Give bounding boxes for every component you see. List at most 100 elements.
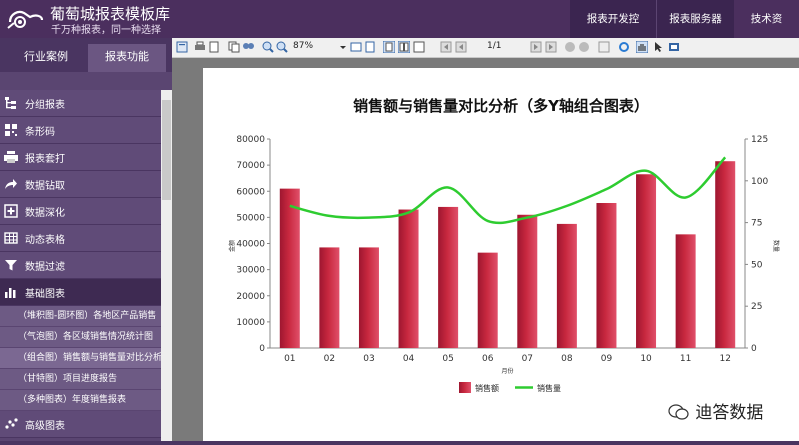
y2-tick-label: 100 [751, 177, 768, 187]
bar [398, 209, 419, 348]
sidebar-item-label: 分组报表 [25, 99, 65, 111]
bar [556, 223, 577, 348]
sidebar: 行业案例 报表功能 分组报表 条形码 报表套打 数据钻取 数据深化 动态表格 [0, 38, 172, 441]
sidebar-subitem-combo[interactable]: （组合图）销售额与销售量对比分析 [0, 348, 161, 369]
refresh-icon[interactable] [618, 41, 630, 53]
chevron-down-icon[interactable] [337, 41, 349, 53]
fit-page-icon[interactable] [364, 41, 376, 53]
page-indicator[interactable]: 1/1 [487, 41, 502, 51]
app-header: 葡萄城报表模板库 千万种报表，同一种选择 报表开发控件 报表服务器 技术资料 [0, 0, 799, 63]
app-subtitle: 千万种报表，同一种选择 [51, 25, 161, 36]
x-tick-label: 09 [601, 354, 613, 364]
legend-label-sales-amount: 销售额 [475, 383, 499, 393]
nav-dev-controls[interactable]: 报表开发控件 [570, 0, 656, 63]
document-map-icon[interactable] [176, 41, 188, 53]
sidebar-subitem-bubble[interactable]: （气泡图）各区域销售情况统计图 [0, 327, 161, 348]
bar [675, 234, 696, 348]
sidebar-item-label: 数据钻取 [25, 180, 65, 192]
pan-hand-icon[interactable] [636, 41, 648, 53]
bar [358, 247, 379, 348]
sidebar-item-basic-charts[interactable]: 基础图表 [0, 279, 161, 306]
sidebar-tabs: 行业案例 报表功能 [0, 38, 172, 72]
y-tick-label: 30000 [236, 266, 265, 276]
tree-icon [5, 97, 16, 109]
series-line-sales-volume [289, 156, 727, 225]
printer-icon [4, 151, 18, 163]
y-tick-label: 60000 [236, 187, 265, 197]
wechat-icon [668, 404, 689, 420]
back-icon[interactable] [564, 41, 576, 53]
sidebar-item-label: 数据过滤 [25, 261, 65, 273]
nav-tech-docs[interactable]: 技术资料 [734, 0, 799, 63]
y-tick-label: 40000 [236, 240, 265, 250]
forward-icon[interactable] [578, 41, 590, 53]
x-tick-label: 03 [363, 354, 374, 364]
y-tick-label: 10000 [236, 318, 265, 328]
multi-page-icon[interactable] [413, 41, 425, 53]
bar [279, 188, 300, 348]
fit-width-icon[interactable] [350, 41, 362, 53]
table-icon [4, 232, 18, 244]
sidebar-item-label: 高级图表 [25, 420, 65, 432]
sidebar-item-deepen[interactable]: 数据深化 [0, 198, 161, 225]
x-tick-label: 12 [719, 354, 730, 364]
sidebar-item-drilldown[interactable]: 数据钻取 [0, 171, 161, 198]
sidebar-item-barcode[interactable]: 条形码 [0, 117, 161, 144]
bar [477, 252, 498, 348]
tab-industry-cases[interactable]: 行业案例 [24, 50, 68, 63]
sidebar-subitem-stacked[interactable]: （堆积图-圆环图）各地区产品销售 [0, 306, 161, 327]
single-page-icon[interactable] [383, 41, 395, 53]
nav-report-server[interactable]: 报表服务器 [656, 0, 734, 38]
x-tick-label: 10 [640, 354, 652, 364]
y-tick-label: 50000 [236, 213, 265, 223]
snapshot-icon[interactable] [668, 41, 680, 53]
y-tick-label: 0 [259, 344, 265, 354]
tab-report-features[interactable]: 报表功能 [88, 44, 166, 72]
print-icon[interactable] [194, 41, 206, 53]
x-tick-label: 02 [324, 354, 335, 364]
y2-tick-label: 0 [751, 344, 757, 354]
sidebar-item-label: 动态表格 [25, 234, 65, 246]
y-tick-label: 70000 [236, 161, 265, 171]
legend-swatch-sales-amount [459, 382, 471, 393]
scatter-icon [5, 418, 18, 429]
qrcode-icon [5, 124, 17, 136]
report-page: 销售额与销售量对比分析（多Y轴组合图表） 0 10000 20000 30000 4000… [203, 68, 799, 441]
y-tick-label: 80000 [236, 135, 265, 145]
x-tick-label: 05 [442, 354, 453, 364]
copy-icon[interactable] [228, 41, 240, 53]
x-tick-label: 01 [284, 354, 295, 364]
select-cursor-icon[interactable] [652, 41, 664, 53]
sidebar-scrollbar[interactable] [161, 90, 172, 441]
sidebar-subitem-multi[interactable]: （多种图表）年度销售报表 [0, 390, 161, 411]
prev-page-icon[interactable] [455, 41, 467, 53]
find-icon[interactable] [242, 41, 254, 53]
sidebar-subitem-gantt[interactable]: （甘特图）项目进度报告 [0, 369, 161, 390]
zoom-in-icon[interactable] [262, 41, 274, 53]
zoom-out-icon[interactable] [276, 41, 288, 53]
sidebar-menu: 分组报表 条形码 报表套打 数据钻取 数据深化 动态表格 数据过滤 基础图表 [0, 90, 161, 438]
zoom-select[interactable]: 87% [293, 41, 314, 51]
last-page-icon[interactable] [545, 41, 557, 53]
sidebar-item-group-report[interactable]: 分组报表 [0, 90, 161, 117]
sidebar-item-print[interactable]: 报表套打 [0, 144, 161, 171]
chart-title: 销售额与销售量对比分析（多Y轴组合图表） [353, 97, 649, 115]
sidebar-item-advanced-charts[interactable]: 高级图表 [0, 411, 161, 438]
sidebar-item-label: 数据深化 [25, 207, 65, 219]
report-viewer[interactable]: 销售额与销售量对比分析（多Y轴组合图表） 0 10000 20000 30000 4000… [172, 58, 799, 441]
bar [438, 206, 459, 348]
sidebar-item-filter[interactable]: 数据过滤 [0, 252, 161, 279]
scrollbar-thumb[interactable] [162, 100, 171, 200]
page-setup-icon[interactable] [208, 41, 220, 53]
next-page-icon[interactable] [530, 41, 542, 53]
app-title: 葡萄城报表模板库 [50, 5, 171, 23]
x-tick-label: 06 [482, 354, 494, 364]
continuous-icon[interactable] [398, 41, 410, 53]
legend-label-sales-volume: 销售量 [537, 383, 561, 393]
y2-tick-label: 125 [751, 135, 768, 145]
first-page-icon[interactable] [440, 41, 452, 53]
filter-icon [5, 260, 17, 271]
parent-report-icon[interactable] [598, 41, 610, 53]
sidebar-item-dynamic-table[interactable]: 动态表格 [0, 225, 161, 252]
sidebar-item-label: 基础图表 [25, 288, 65, 300]
